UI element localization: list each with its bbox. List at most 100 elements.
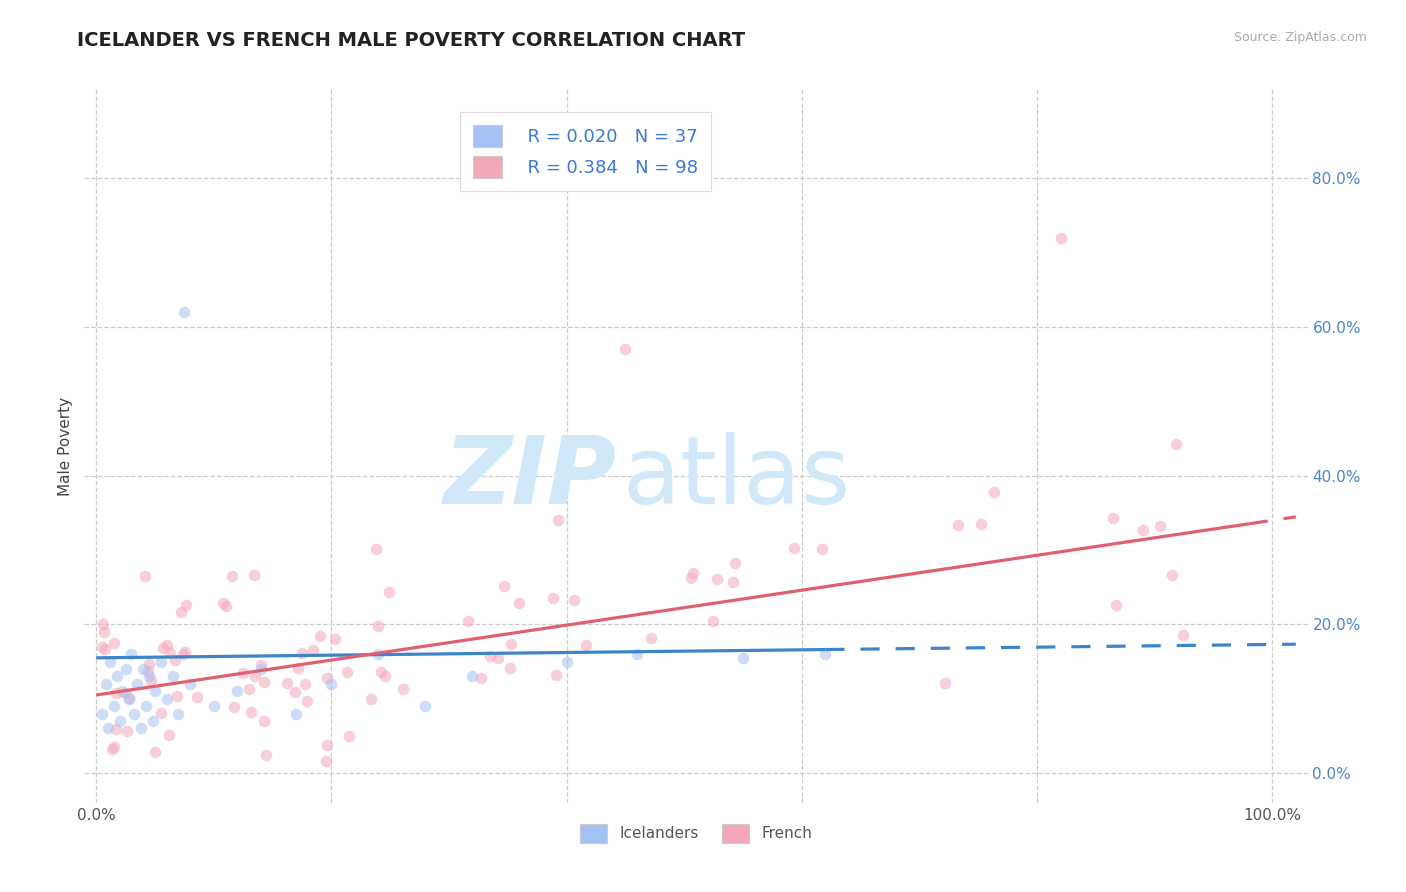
Point [934,675,956,690]
Point [139,673,162,688]
Point [105,686,128,700]
Point [167,706,190,721]
Point [172,648,194,662]
Text: ICELANDER VS FRENCH MALE POVERTY CORRELATION CHART: ICELANDER VS FRENCH MALE POVERTY CORRELA… [77,31,745,50]
Point [173,305,195,319]
Point [238,681,260,696]
Point [640,631,662,645]
Point [508,596,530,610]
Point [91,640,114,654]
Point [135,699,157,714]
Point [108,714,131,728]
Point [93,624,115,639]
Point [626,647,648,661]
Point [316,738,339,752]
Point [179,677,201,691]
Point [367,619,389,633]
Point [284,685,307,699]
Point [336,665,359,680]
Point [243,669,266,683]
Point [679,571,702,585]
Point [470,671,492,685]
Point [374,669,396,683]
Point [253,675,276,690]
Point [242,568,264,582]
Point [983,485,1005,500]
Point [114,686,136,700]
Point [103,739,125,754]
Point [811,542,834,557]
Point [222,699,245,714]
Point [174,645,197,659]
Point [176,598,198,612]
Point [253,714,276,728]
Point [145,745,167,759]
Point [202,699,225,714]
Point [122,706,145,721]
Point [156,638,179,652]
Point [150,706,173,720]
Point [461,669,484,683]
Point [159,728,181,742]
Point [129,722,152,736]
Point [136,664,159,678]
Point [118,690,141,705]
Point [156,691,179,706]
Point [731,651,754,665]
Point [249,662,271,676]
Point [287,661,309,675]
Point [214,599,236,613]
Point [94,677,117,691]
Point [370,665,392,679]
Point [118,691,141,706]
Point [499,637,522,651]
Point [221,569,243,583]
Point [103,636,125,650]
Point [162,669,184,683]
Point [114,662,136,676]
Point [166,689,188,703]
Point [98,655,121,669]
Point [152,641,174,656]
Point [1101,511,1123,525]
Point [302,643,325,657]
Point [212,596,235,610]
Point [143,684,166,698]
Point [170,605,193,619]
Point [478,649,501,664]
Point [325,632,347,646]
Point [316,671,339,685]
Point [159,646,181,660]
Point [499,661,522,675]
Point [309,629,332,643]
Point [337,729,360,743]
Point [366,541,388,556]
Point [163,653,186,667]
Point [315,754,337,768]
Point [1164,436,1187,450]
Point [321,677,343,691]
Point [546,668,568,682]
Point [541,591,564,605]
Point [392,681,415,696]
Point [142,714,165,728]
Point [232,666,254,681]
Point [115,724,138,739]
Point [555,655,578,669]
Point [1105,598,1128,612]
Point [614,343,637,357]
Point [94,641,117,656]
Point [360,691,382,706]
Point [120,647,142,661]
Point [132,662,155,676]
Point [946,517,969,532]
Point [104,722,127,736]
Point [226,684,249,698]
Point [724,556,747,570]
Point [378,585,401,599]
Point [186,690,208,704]
Point [723,575,745,590]
Point [783,541,806,555]
Point [91,617,114,632]
Point [682,566,704,580]
